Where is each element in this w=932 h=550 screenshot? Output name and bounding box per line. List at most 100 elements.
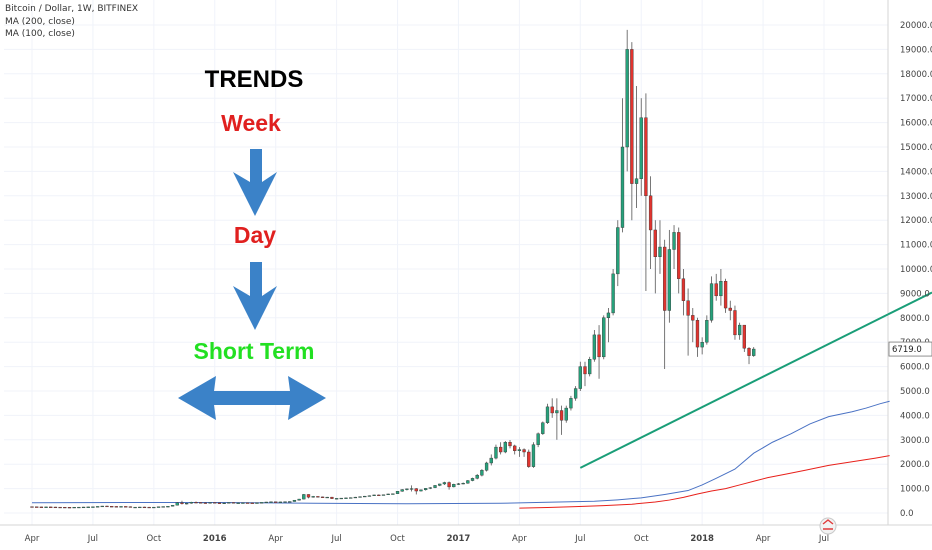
ma200-legend[interactable]: MA (200, close) <box>5 17 75 27</box>
y-tick-label: 10000.0 <box>900 265 932 275</box>
candle <box>620 98 625 233</box>
candle <box>128 506 133 508</box>
candle-body <box>161 506 165 508</box>
candle <box>438 483 442 487</box>
candle <box>592 330 597 362</box>
candle-body <box>39 506 44 508</box>
candle-body <box>170 504 175 507</box>
candle-body <box>470 478 475 481</box>
ma100-legend[interactable]: MA (100, close) <box>5 29 75 39</box>
candle-body <box>105 505 109 508</box>
candle <box>541 421 545 435</box>
candle-body <box>213 502 217 504</box>
x-tick-label: 2017 <box>447 534 471 544</box>
candle-body <box>152 506 156 509</box>
candle-body <box>723 281 728 309</box>
candle-body <box>110 506 114 508</box>
y-tick-label: 6000.0 <box>900 363 930 373</box>
candle-body <box>147 506 151 509</box>
candle <box>30 506 34 508</box>
chart-grid <box>4 0 888 525</box>
candle <box>606 308 611 343</box>
candle <box>208 502 212 504</box>
last-price-label: 6719.0 <box>892 345 922 355</box>
candle-body <box>494 446 498 459</box>
candle-body <box>77 506 81 509</box>
candle-body <box>353 496 358 499</box>
candle-body <box>114 506 119 508</box>
annotation-week: Week <box>221 110 281 136</box>
candle-body <box>433 485 437 488</box>
candle-body <box>245 502 250 504</box>
y-tick-label: 17000.0 <box>900 94 932 104</box>
candle-body <box>414 488 418 492</box>
candle-body <box>391 493 395 495</box>
x-tick-label: Oct <box>146 534 161 544</box>
candle-body <box>456 483 461 485</box>
annotation-arrows <box>178 149 326 420</box>
candle <box>424 488 428 491</box>
candle <box>381 494 386 496</box>
candle <box>737 322 742 340</box>
candle-body <box>409 488 414 490</box>
candle-body <box>255 502 259 504</box>
candle-body <box>588 359 592 375</box>
candle <box>611 269 615 316</box>
candle-body <box>522 449 526 453</box>
candle <box>498 442 503 455</box>
candle <box>241 502 245 504</box>
y-tick-label: 0.0 <box>900 509 914 519</box>
candle <box>255 502 259 504</box>
candle-body <box>752 348 756 356</box>
x-tick-label: 2016 <box>203 534 227 544</box>
candle-body <box>339 497 343 500</box>
candle <box>161 506 165 508</box>
candle-body <box>536 433 540 445</box>
candle <box>733 305 737 340</box>
support-trendline <box>579 313 889 469</box>
candle-body <box>419 489 423 492</box>
candle <box>283 501 287 503</box>
candle <box>363 495 367 498</box>
candle-body <box>616 227 620 275</box>
candle <box>480 469 484 477</box>
tradingview-logo[interactable] <box>819 517 837 535</box>
candle <box>213 502 217 504</box>
candle <box>147 506 151 509</box>
candle-body <box>311 496 315 498</box>
candle-body <box>208 502 212 504</box>
candle <box>35 506 39 508</box>
candle-body <box>264 501 268 504</box>
candle-body <box>672 232 676 250</box>
candle-body <box>128 506 133 508</box>
candle <box>531 442 536 468</box>
candle <box>602 315 606 360</box>
candle <box>274 501 278 503</box>
candle <box>677 227 681 294</box>
candle-body <box>564 407 568 421</box>
x-tick-label: Jul <box>818 534 829 544</box>
candle <box>175 502 179 506</box>
candle-body <box>316 496 320 498</box>
candle <box>470 477 475 482</box>
candle <box>100 505 104 508</box>
candle <box>292 499 297 502</box>
chart-symbol-title[interactable]: Bitcoin / Dollar, 1W, BITFINEX <box>5 4 139 14</box>
candle <box>63 506 67 509</box>
candle-body <box>400 489 404 492</box>
candle-body <box>297 498 301 501</box>
candle <box>489 454 493 466</box>
candle-body <box>442 482 447 485</box>
candle-body <box>630 49 634 184</box>
candle-body <box>484 462 489 471</box>
candle-body <box>648 195 653 231</box>
candle <box>288 501 292 503</box>
x-tick-label: Jul <box>330 534 341 544</box>
candle-body <box>377 494 381 496</box>
candle-body <box>166 506 170 508</box>
candle <box>728 300 732 321</box>
candle-body <box>428 487 432 489</box>
candle-body <box>58 506 62 509</box>
candle <box>597 325 601 379</box>
